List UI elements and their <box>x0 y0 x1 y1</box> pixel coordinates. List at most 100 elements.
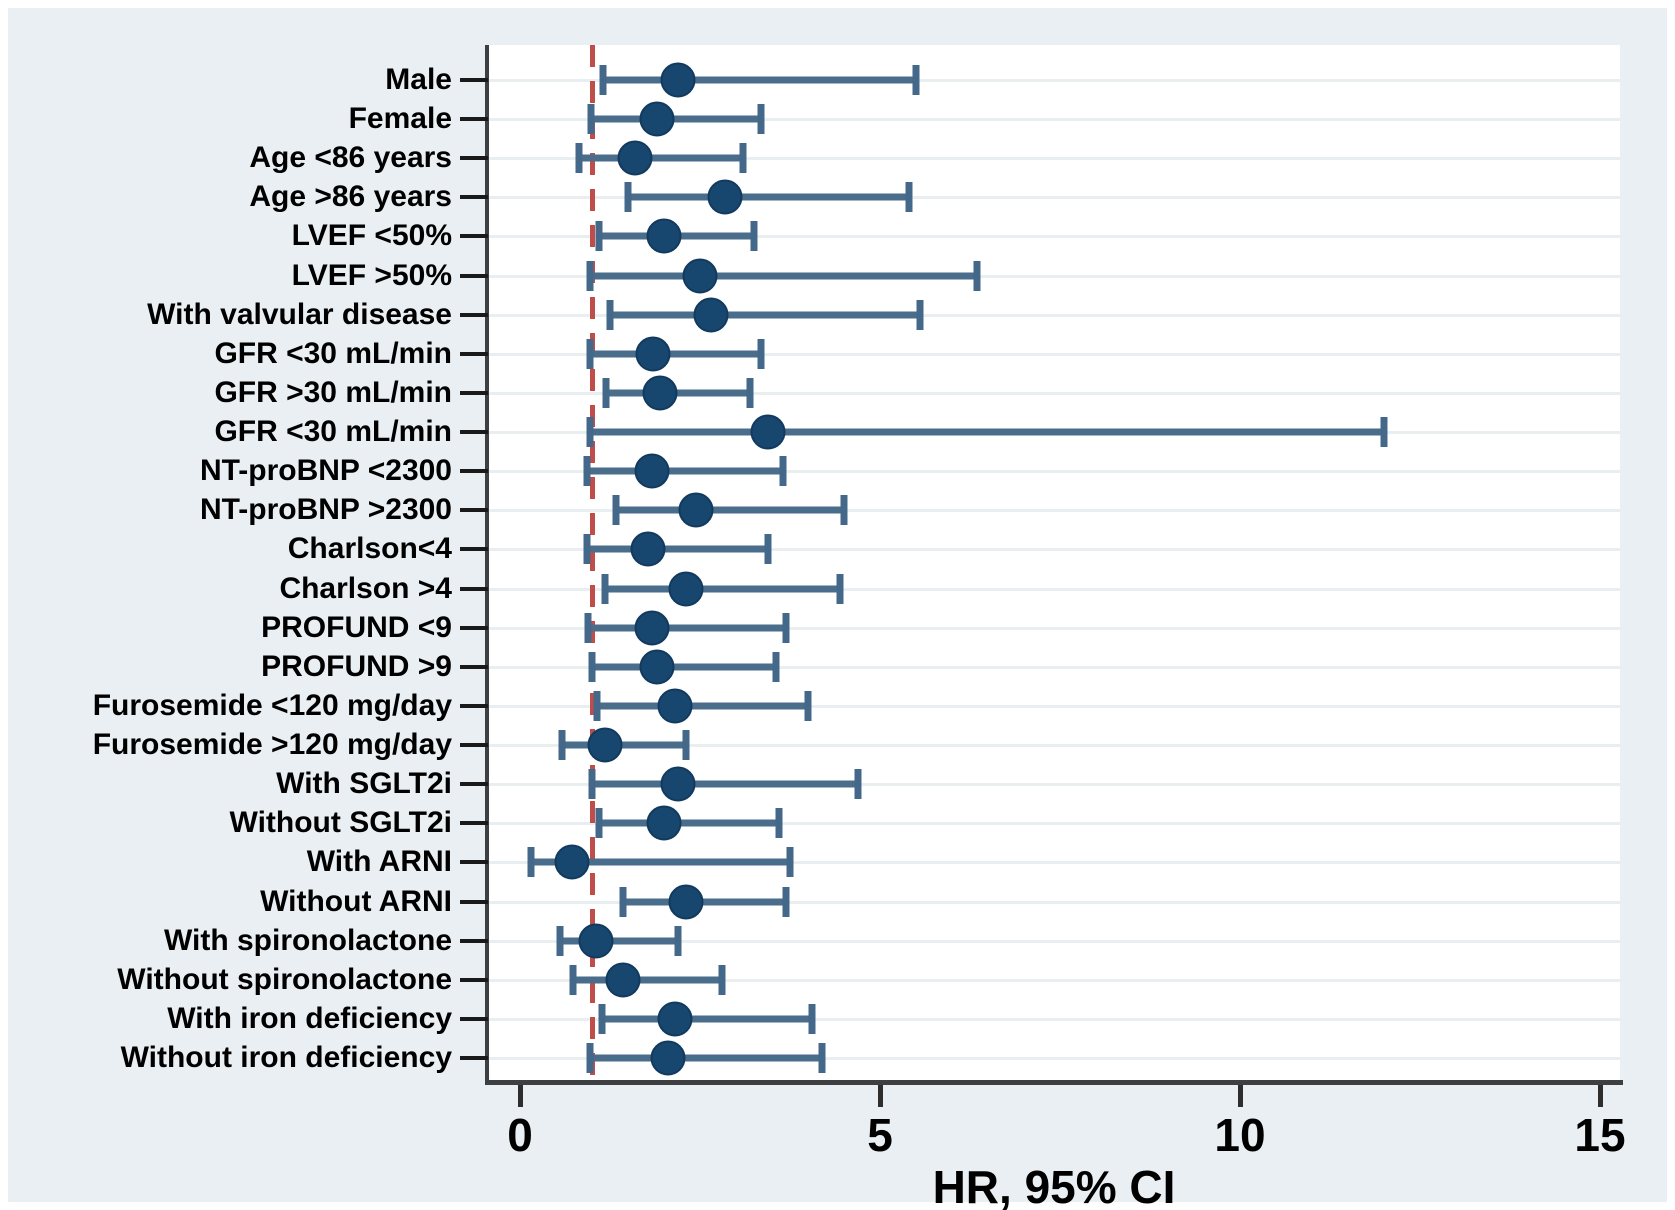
point-estimate-dot <box>554 844 590 880</box>
ci-cap-high <box>916 299 924 330</box>
ci-cap-low <box>602 377 610 408</box>
ci-cap-high <box>818 1043 826 1073</box>
row-label: With valvular disease <box>147 297 452 331</box>
y-axis-line <box>485 45 489 1080</box>
row-label: With SGLT2i <box>276 767 452 801</box>
ci-cap-low <box>583 456 591 487</box>
ci-cap-high <box>782 886 790 917</box>
row-label: Without ARNI <box>260 884 452 918</box>
ci-cap-low <box>593 690 601 721</box>
row-label: With ARNI <box>306 845 452 879</box>
x-axis-title: HR, 95% CI <box>932 1161 1176 1210</box>
row-label: GFR <30 mL/min <box>214 415 452 449</box>
ci-cap-low <box>588 769 596 800</box>
y-axis-tick <box>460 547 488 552</box>
y-axis-tick <box>460 78 488 82</box>
ci-cap-low <box>558 730 566 761</box>
reference-line-hr1 <box>590 45 595 1080</box>
ci-cap-high <box>682 730 690 761</box>
ci-interval-line <box>597 702 808 710</box>
point-estimate-dot <box>678 492 714 528</box>
ci-cap-high <box>764 534 772 565</box>
ci-cap-high <box>973 260 981 291</box>
ci-interval-line <box>628 193 909 201</box>
point-estimate-dot <box>634 610 670 646</box>
y-axis-tick <box>460 782 488 787</box>
y-axis-tick <box>460 390 488 395</box>
row-label: Without spironolactone <box>117 962 452 996</box>
x-axis-tick-label: 5 <box>867 1109 893 1161</box>
ci-cap-high <box>786 847 794 878</box>
point-estimate-dot <box>635 336 671 372</box>
point-estimate-dot <box>657 688 693 724</box>
ci-interval-line <box>589 272 978 280</box>
ci-cap-high <box>840 495 848 526</box>
ci-cap-low <box>606 299 614 330</box>
point-estimate-dot <box>630 531 666 567</box>
ci-cap-high <box>772 651 780 682</box>
row-label: PROFUND >9 <box>261 649 452 683</box>
point-estimate-dot <box>639 101 675 137</box>
ci-cap-low <box>587 104 595 135</box>
point-estimate-dot <box>668 571 704 607</box>
ci-cap-low <box>595 808 603 839</box>
y-axis-tick <box>460 899 488 904</box>
y-axis-tick <box>460 625 488 630</box>
y-axis-tick <box>460 234 488 239</box>
ci-interval-line <box>592 780 859 788</box>
ci-cap-low <box>586 260 594 291</box>
x-axis-tick <box>518 1085 523 1107</box>
y-axis-tick <box>460 469 488 474</box>
point-estimate-dot <box>639 649 675 685</box>
row-gridline <box>488 196 1620 200</box>
point-estimate-dot <box>605 962 641 998</box>
row-label: Age <86 years <box>249 141 452 175</box>
ci-cap-low <box>599 65 607 95</box>
ci-cap-high <box>757 104 765 135</box>
row-label: Male <box>385 63 452 96</box>
ci-cap-low <box>588 651 596 682</box>
ci-interval-line <box>606 389 751 397</box>
x-axis-line <box>485 1080 1623 1085</box>
ci-cap-low <box>584 612 592 643</box>
ci-interval-line <box>610 311 920 319</box>
point-estimate-dot <box>634 453 670 489</box>
row-gridline <box>488 626 1620 630</box>
ci-cap-high <box>775 808 783 839</box>
ci-cap-high <box>905 182 913 213</box>
ci-cap-low <box>569 964 577 995</box>
row-gridline <box>488 548 1620 552</box>
x-axis-tick-label: 15 <box>1574 1109 1626 1161</box>
ci-cap-low <box>601 573 609 604</box>
ci-cap-high <box>804 690 812 721</box>
ci-interval-line <box>586 545 769 553</box>
ci-cap-low <box>586 338 594 369</box>
point-estimate-dot <box>646 805 682 841</box>
ci-interval-line <box>622 898 787 906</box>
point-estimate-dot <box>650 1040 686 1076</box>
row-gridline <box>488 978 1620 982</box>
ci-cap-high <box>808 1003 816 1034</box>
x-axis-tick <box>878 1085 883 1107</box>
ci-cap-high <box>750 221 758 252</box>
y-axis-tick <box>460 273 488 278</box>
point-estimate-dot <box>617 140 653 176</box>
y-axis-tick <box>460 977 488 982</box>
y-axis-tick <box>460 156 488 161</box>
ci-cap-high <box>674 925 682 956</box>
point-estimate-dot <box>660 62 696 98</box>
row-gridline <box>488 900 1620 904</box>
y-axis-tick <box>460 743 488 748</box>
row-label: NT-proBNP >2300 <box>199 493 452 527</box>
ci-cap-low <box>586 417 594 448</box>
ci-interval-line <box>604 585 841 593</box>
y-axis-tick <box>460 821 488 826</box>
ci-interval-line <box>589 428 1384 436</box>
y-axis-tick <box>460 351 488 356</box>
row-gridline <box>488 783 1620 787</box>
row-label: GFR <30 mL/min <box>214 336 452 370</box>
row-gridline <box>488 939 1620 943</box>
x-axis-tick-label: 0 <box>507 1109 533 1161</box>
point-estimate-dot <box>750 414 786 450</box>
